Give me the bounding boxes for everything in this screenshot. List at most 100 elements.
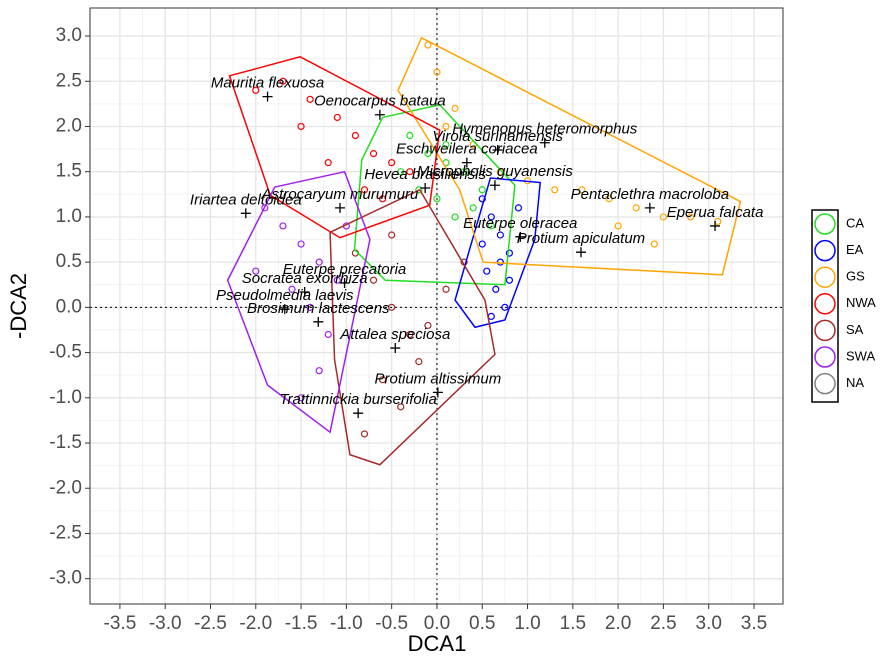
legend-key [814,293,836,315]
species-marker [575,247,586,258]
point [496,258,504,266]
legend-label: CA [846,215,864,230]
point [478,240,486,248]
species-label: Socratea exorrhiza [242,270,368,287]
point [324,330,332,339]
plot-border [89,7,784,605]
species-marker [432,387,443,398]
point [451,104,459,112]
x-tick-label: -3.0 [149,613,182,634]
species-label: Brosimum lactescens [247,300,390,317]
point [659,213,668,221]
legend-label: GS [846,269,865,284]
legend-label: SWA [846,348,875,363]
point [514,204,523,212]
point [297,122,305,131]
point [469,204,477,212]
x-tick-label: 2.5 [650,613,676,634]
species-label: Pseudolmedia laevis [216,287,354,304]
point [397,403,405,411]
species-marker [644,202,655,213]
species-label: Attalea speciosa [339,326,450,343]
x-tick-label: 3.5 [741,613,767,634]
species-marker [262,91,273,102]
point [483,267,491,275]
legend-key [814,346,836,368]
point [614,222,622,230]
point [279,77,287,85]
species-marker [339,277,350,288]
x-tick-label: -3.5 [104,613,137,634]
species-label: Eperua falcata [667,204,764,221]
point [505,249,514,257]
species-marker [374,109,385,120]
y-tick-label: 2.0 [56,115,82,136]
point [388,303,396,311]
point [433,195,441,203]
legend-key [814,319,836,342]
point [415,358,423,366]
species-label: Oenocarpus bataua [314,93,446,110]
species-label: Protium apiculatum [517,230,645,247]
point [315,258,323,266]
point [360,186,369,194]
y-tick-label: -2.5 [49,522,82,543]
x-tick-label: -2.5 [194,613,227,634]
legend-label: SA [846,322,864,337]
point [496,231,504,239]
species-marker [240,208,251,219]
point [650,240,658,248]
point [487,222,495,230]
point [379,376,387,384]
y-tick-label: -1.5 [49,432,82,453]
point [369,150,378,158]
point [397,168,405,176]
point [605,195,613,203]
y-tick-label: -1.0 [49,387,82,408]
point [478,186,486,194]
point [360,430,369,438]
point [379,195,387,203]
y-tick-label: -2.0 [49,477,82,498]
point [252,267,260,275]
point [369,276,378,284]
point [551,186,559,194]
legend-label: EA [846,242,864,257]
point [460,168,468,176]
point [442,122,450,131]
species-label: Eschweilera coriacea [396,141,538,158]
species-label: Hevea brasiliensis [364,166,486,183]
x-tick-label: 0.0 [424,613,450,634]
point [415,186,423,194]
point [297,240,305,248]
point [424,321,432,330]
point [288,285,296,293]
species-marker [420,182,431,193]
species-label: Pentaclethra macroloba [571,186,729,203]
point [451,213,459,221]
point [578,186,586,194]
y-axis-title: -DCA2 [6,273,31,339]
x-tick-label: 3.0 [696,613,722,634]
y-tick-label: -3.0 [49,568,82,589]
point [406,168,414,176]
hull [329,188,496,466]
species-marker [461,157,472,168]
species-marker [313,316,324,327]
species-label: Hymenopus heteromorphus [452,121,638,138]
point [261,204,269,212]
point [388,159,396,167]
species-label: Euterpe oleracea [463,215,577,232]
legend-key [814,372,836,395]
species-label: Mauritia flexuosa [211,75,324,92]
x-tick-label: -1.5 [285,613,318,634]
species-marker [489,180,500,191]
point [315,367,323,375]
hull [353,103,516,286]
point [478,195,486,203]
species-marker [335,202,346,213]
point [306,95,314,103]
point [388,231,396,239]
point [406,330,414,339]
